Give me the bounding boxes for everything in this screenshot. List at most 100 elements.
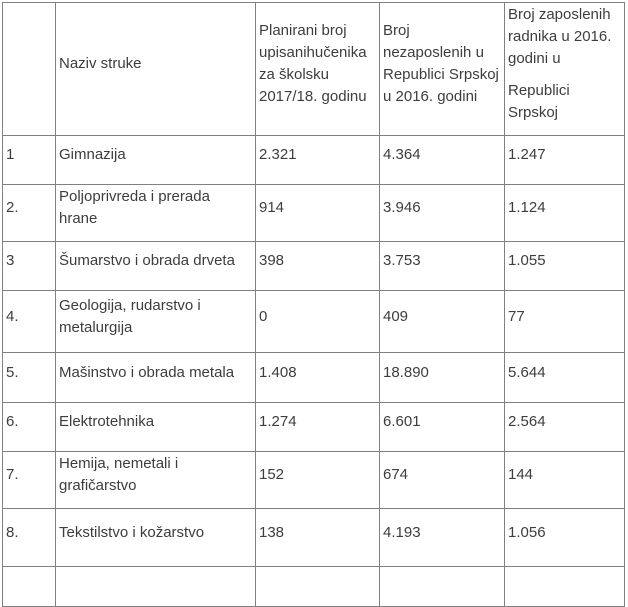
cell-zaposleni: 5.644 [504, 352, 625, 403]
row-number: 5. [6, 363, 19, 381]
zaposleni-value: 1.056 [508, 523, 546, 541]
table-row: 4. Geologija, rudarstvo i metalurgija 0 … [2, 290, 625, 353]
cell-zaposleni: 1.056 [504, 508, 625, 567]
nezaposleni-value: 409 [383, 307, 409, 325]
cell-row-number: 8. [2, 508, 56, 567]
nezaposleni-value: 4.364 [383, 146, 421, 163]
row-number: 6. [6, 413, 19, 430]
cell-planirani: 1.274 [255, 402, 380, 452]
cell-planirani: 152 [255, 451, 380, 509]
cell-zaposleni: 1.124 [504, 184, 625, 242]
cell-row-number: 6. [2, 402, 56, 452]
cell-planirani: 914 [255, 184, 380, 242]
cell-row-number: 4. [2, 290, 56, 353]
cell-row-number: 2. [2, 184, 56, 242]
cell-row-number [2, 566, 56, 607]
planirani-value: 914 [259, 199, 285, 216]
cell-nezaposleni [379, 566, 505, 607]
naziv-value: Geologija, rudarstvo i metalurgija [59, 296, 201, 336]
naziv-value: Elektrotehnika [59, 413, 155, 430]
row-number: 7. [6, 466, 19, 483]
cell-nezaposleni: 4.193 [379, 508, 505, 567]
zaposleni-value: 144 [508, 466, 534, 483]
cell-planirani: 2.321 [255, 135, 380, 185]
header-broj-zaposlenih-label-line2: Republici Srpskoj [508, 82, 570, 121]
header-cell-broj-zaposlenih: Broj zaposlenih radnika u 2016. godini u… [504, 2, 625, 136]
header-cell-number [2, 2, 56, 136]
table-row: 7. Hemija, nemetali i grafičarstvo 152 6… [2, 451, 625, 509]
naziv-value: Tekstilstvo i kožarstvo [59, 523, 205, 541]
zaposleni-value: 1.247 [508, 146, 546, 163]
cell-planirani [255, 566, 380, 607]
header-row: Naziv struke Planirani broj upisanihučen… [2, 2, 625, 136]
naziv-value: Mašinstvo i obrada metala [59, 363, 235, 381]
header-planirani-broj-label: Planirani broj upisanihučenika za školsk… [259, 22, 367, 105]
row-number: 4. [6, 307, 19, 325]
cell-nezaposleni: 3.753 [379, 241, 505, 291]
header-cell-broj-nezaposlenih: Broj nezaposlenih u Republici Srpskoj u … [379, 2, 505, 136]
row-number: 1 [6, 146, 15, 163]
cell-planirani: 138 [255, 508, 380, 567]
naziv-value: Gimnazija [59, 146, 126, 163]
row-number: 2. [6, 199, 19, 216]
cell-nezaposleni: 18.890 [379, 352, 505, 403]
planirani-value: 2.321 [259, 146, 297, 163]
table-row-partial [2, 566, 625, 607]
planirani-value: 398 [259, 252, 285, 269]
cell-zaposleni [504, 566, 625, 607]
zaposleni-value: 5.644 [508, 363, 546, 381]
cell-zaposleni: 77 [504, 290, 625, 353]
nezaposleni-value: 3.753 [383, 252, 421, 269]
cell-planirani: 1.408 [255, 352, 380, 403]
cell-nezaposleni: 6.601 [379, 402, 505, 452]
table-row: 3 Šumarstvo i obrada drveta 398 3.753 1.… [2, 241, 625, 291]
cell-zaposleni: 144 [504, 451, 625, 509]
planirani-value: 1.274 [259, 413, 297, 430]
nezaposleni-value: 674 [383, 466, 409, 483]
nezaposleni-value: 4.193 [383, 523, 421, 541]
table-row: 5. Mašinstvo i obrada metala 1.408 18.89… [2, 352, 625, 403]
cell-naziv: Tekstilstvo i kožarstvo [55, 508, 256, 567]
planirani-value: 1.408 [259, 363, 297, 381]
header-broj-nezaposlenih-label: Broj nezaposlenih u Republici Srpskoj u … [383, 22, 499, 105]
cell-row-number: 3 [2, 241, 56, 291]
cell-naziv: Mašinstvo i obrada metala [55, 352, 256, 403]
naziv-value: Poljoprivreda i prerada hrane [59, 188, 210, 227]
cell-zaposleni: 1.247 [504, 135, 625, 185]
cell-naziv: Poljoprivreda i prerada hrane [55, 184, 256, 242]
planirani-value: 138 [259, 523, 285, 541]
table-row: 6. Elektrotehnika 1.274 6.601 2.564 [2, 402, 625, 452]
nezaposleni-value: 3.946 [383, 199, 421, 216]
zaposleni-value: 1.124 [508, 199, 546, 216]
zaposleni-value: 77 [508, 307, 525, 325]
cell-naziv: Gimnazija [55, 135, 256, 185]
header-broj-zaposlenih-label-line1: Broj zaposlenih radnika u 2016. godini u [508, 6, 612, 67]
naziv-value: Hemija, nemetali i grafičarstvo [59, 455, 179, 494]
cell-naziv: Hemija, nemetali i grafičarstvo [55, 451, 256, 509]
cell-row-number: 1 [2, 135, 56, 185]
cell-zaposleni: 1.055 [504, 241, 625, 291]
cell-row-number: 5. [2, 352, 56, 403]
cell-planirani: 0 [255, 290, 380, 353]
zaposleni-value: 2.564 [508, 413, 546, 430]
cell-naziv: Elektrotehnika [55, 402, 256, 452]
naziv-value: Šumarstvo i obrada drveta [59, 252, 235, 269]
cell-planirani: 398 [255, 241, 380, 291]
cell-naziv: Šumarstvo i obrada drveta [55, 241, 256, 291]
table-row: 8. Tekstilstvo i kožarstvo 138 4.193 1.0… [2, 508, 625, 567]
row-number: 3 [6, 252, 15, 269]
cell-nezaposleni: 409 [379, 290, 505, 353]
cell-nezaposleni: 674 [379, 451, 505, 509]
nezaposleni-value: 6.601 [383, 413, 421, 430]
cell-nezaposleni: 3.946 [379, 184, 505, 242]
planirani-value: 152 [259, 466, 285, 483]
table-row: 2. Poljoprivreda i prerada hrane 914 3.9… [2, 184, 625, 242]
cell-naziv: Geologija, rudarstvo i metalurgija [55, 290, 256, 353]
cell-zaposleni: 2.564 [504, 402, 625, 452]
planirani-value: 0 [259, 307, 268, 325]
cell-row-number: 7. [2, 451, 56, 509]
table-row: 1 Gimnazija 2.321 4.364 1.247 [2, 135, 625, 185]
header-naziv-struke-label: Naziv struke [59, 55, 142, 72]
header-cell-planirani-broj: Planirani broj upisanihučenika za školsk… [255, 2, 380, 136]
